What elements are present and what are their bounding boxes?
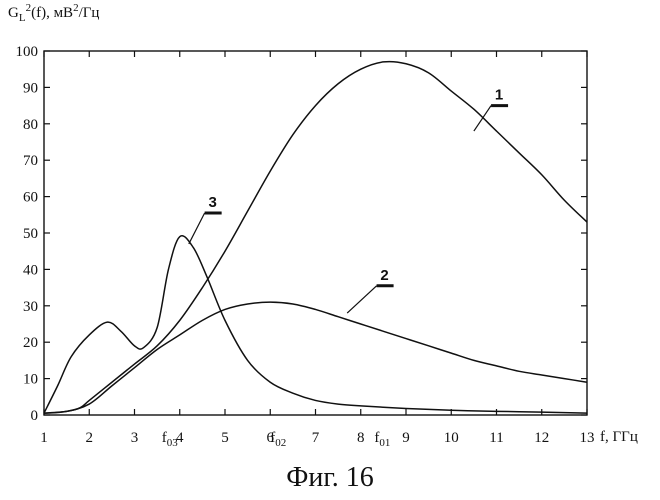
y-tick-label: 80	[23, 117, 38, 133]
curve-label-3: 3	[208, 194, 216, 211]
x-tick-label: 2	[86, 430, 94, 446]
x-ticks: 12345678910111213	[40, 51, 594, 446]
curve-label-1: 1	[495, 87, 503, 104]
curve-label-layer: 1 2 3	[189, 87, 508, 313]
curve-label-leader-3	[189, 213, 205, 244]
y-tick-label: 100	[16, 44, 39, 60]
frequency-marker-01: f01	[374, 430, 390, 449]
y-tick-label: 40	[23, 262, 38, 278]
x-tick-label: 13	[580, 430, 595, 446]
x-tick-label: 8	[357, 430, 365, 446]
x-tick-label: 3	[131, 430, 139, 446]
y-tick-label: 20	[23, 335, 38, 351]
x-tick-label: 9	[402, 430, 410, 446]
figure-caption: Фиг. 16	[0, 462, 660, 494]
x-axis-label: f, ГГц	[600, 429, 638, 445]
series-line-3	[44, 236, 587, 413]
series-line-1	[44, 62, 587, 414]
x-tick-label: 5	[221, 430, 229, 446]
curve-label-leader-2	[347, 286, 376, 313]
svg-text:GL2(f), мВ2/Гц: GL2(f), мВ2/Гц	[8, 2, 99, 24]
x-tick-label: 12	[534, 430, 549, 446]
x-tick-label: 1	[40, 430, 48, 446]
y-tick-label: 30	[23, 299, 38, 315]
y-tick-label: 10	[23, 372, 38, 388]
y-tick-label: 90	[23, 80, 38, 96]
series-line-2	[44, 302, 587, 413]
x-tick-label: 7	[312, 430, 320, 446]
frequency-marker-02: f02	[270, 430, 286, 449]
y-tick-label: 0	[31, 408, 39, 424]
curve-label-leader-1	[474, 106, 491, 131]
curve-label-2: 2	[380, 267, 388, 284]
y-tick-label: 50	[23, 226, 38, 242]
x-tick-label: 10	[444, 430, 459, 446]
x-tick-label: 11	[489, 430, 503, 446]
y-tick-label: 70	[23, 153, 38, 169]
y-axis-label: GL2(f), мВ2/Гц	[8, 2, 99, 24]
series-layer	[44, 62, 587, 414]
y-tick-label: 60	[23, 190, 38, 206]
